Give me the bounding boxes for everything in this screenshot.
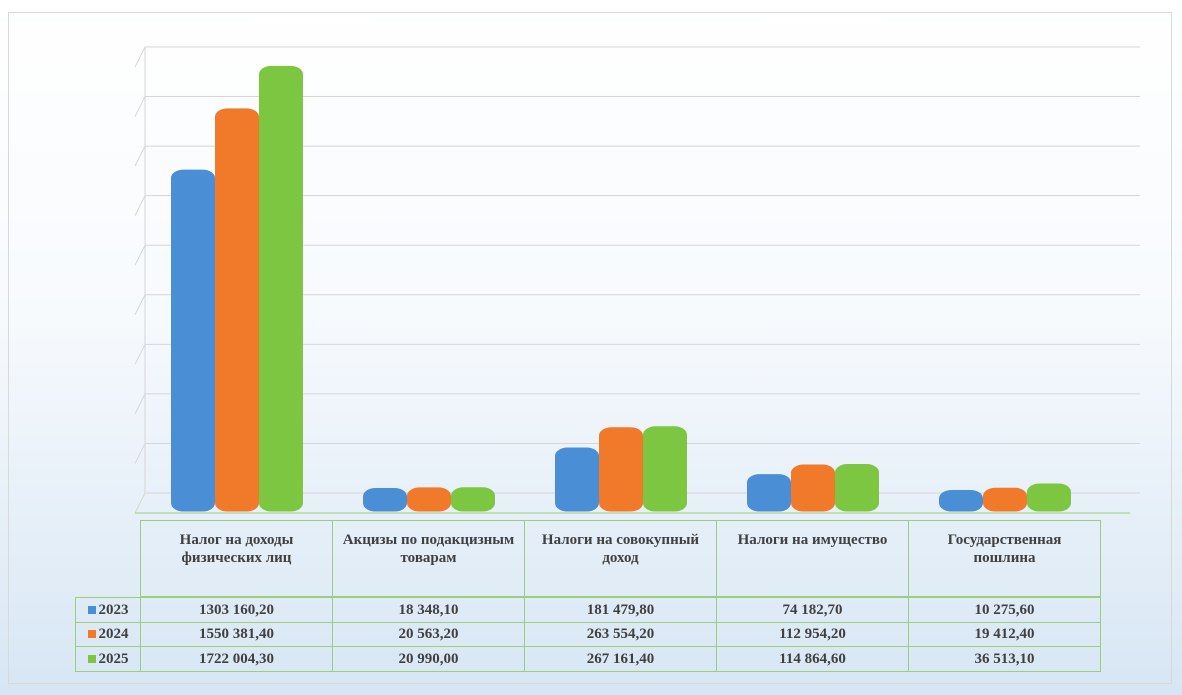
grid-depth [134, 195, 146, 216]
bar [835, 464, 879, 512]
grid-depth [134, 244, 146, 266]
category-label: Налоги на совокупный доход [524, 520, 717, 597]
legend-label: 2024 [98, 626, 129, 643]
grid-depth [134, 46, 146, 68]
bar [599, 427, 643, 512]
grid-depth [134, 393, 146, 415]
value-label: 74 182,70 [716, 597, 909, 623]
value-label: 10 275,60 [908, 597, 1101, 623]
bar [747, 474, 791, 512]
value-label: 20 990,00 [332, 646, 525, 672]
legend-label: 2025 [98, 650, 129, 667]
frame [8, 12, 1172, 684]
bar [259, 65, 303, 512]
grid-depth [134, 294, 146, 316]
bar [939, 489, 983, 512]
legend-swatch [87, 654, 96, 663]
grid-depth [134, 443, 146, 464]
value-label: 20 563,20 [332, 621, 525, 647]
value-label: 181 479,80 [524, 597, 717, 623]
value-label: 112 954,20 [716, 621, 909, 647]
value-label: 1722 004,30 [140, 646, 333, 672]
value-label: 114 864,60 [716, 646, 909, 672]
bar [407, 487, 451, 512]
value-label: 19 412,40 [908, 621, 1101, 647]
bar [791, 464, 835, 512]
value-label: 267 161,40 [524, 646, 717, 672]
legend-entry: 2024 [75, 621, 141, 647]
bar [1027, 483, 1071, 512]
value-label: 263 554,20 [524, 621, 717, 647]
grid-depth [134, 344, 146, 365]
value-label: 36 513,10 [908, 646, 1101, 672]
bar [215, 108, 259, 512]
value-label: 18 348,10 [332, 597, 525, 623]
bar [555, 447, 599, 512]
bar [983, 487, 1027, 512]
legend-entry: 2025 [75, 646, 141, 672]
category-label: Акцизы по подакцизным товарам [332, 520, 525, 597]
category-label: Налог на доходы физических лиц [140, 520, 333, 597]
legend-swatch [87, 605, 96, 614]
category-label: Государственная пошлина [908, 520, 1101, 597]
bar [363, 487, 407, 512]
value-label: 1303 160,20 [140, 597, 333, 623]
bar [451, 487, 495, 512]
category-label: Налоги на имущество [716, 520, 909, 597]
grid-depth [134, 96, 146, 117]
legend-swatch [87, 630, 96, 639]
bar [643, 426, 687, 512]
bar [171, 169, 215, 512]
legend-entry: 2023 [75, 597, 141, 623]
grid-depth [134, 145, 146, 167]
grid-depth [134, 492, 146, 514]
value-label: 1550 381,40 [140, 621, 333, 647]
legend-label: 2023 [98, 601, 129, 618]
